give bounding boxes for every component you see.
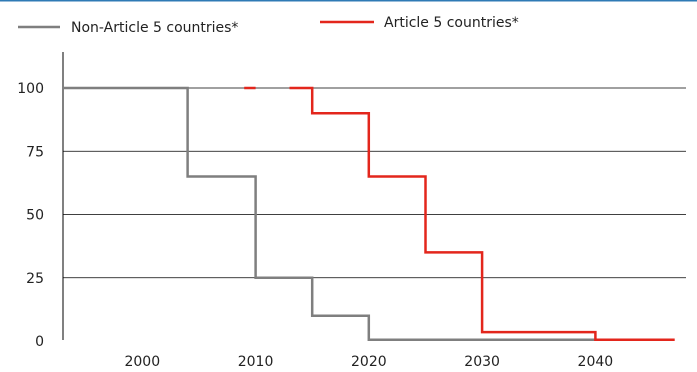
y-tick-label-100: 100 xyxy=(17,81,44,97)
series-group xyxy=(63,86,675,341)
y-tick-label-50: 50 xyxy=(26,208,44,224)
x-tick-label-2030: 2030 xyxy=(464,354,500,370)
y-tick-labels: 0 25 50 75 100 xyxy=(17,81,44,350)
y-tick-label-0: 0 xyxy=(35,334,44,350)
x-tick-labels: 2000 2010 2020 2030 2040 xyxy=(124,354,613,370)
y-tick-label-75: 75 xyxy=(26,144,44,160)
legend-label-non-article5: Non-Article 5 countries* xyxy=(71,20,238,36)
x-tick-label-2040: 2040 xyxy=(578,354,614,370)
gridlines xyxy=(63,87,686,279)
legend: Non-Article 5 countries* Article 5 count… xyxy=(18,15,519,36)
y-tick-label-25: 25 xyxy=(26,271,44,287)
series-line-article5-segment-1 xyxy=(289,86,675,341)
x-tick-label-2010: 2010 xyxy=(238,354,274,370)
x-tick-label-2000: 2000 xyxy=(124,354,160,370)
series-line-non-article5 xyxy=(63,86,596,341)
x-tick-label-2020: 2020 xyxy=(351,354,387,370)
legend-label-article5: Article 5 countries* xyxy=(384,15,519,31)
